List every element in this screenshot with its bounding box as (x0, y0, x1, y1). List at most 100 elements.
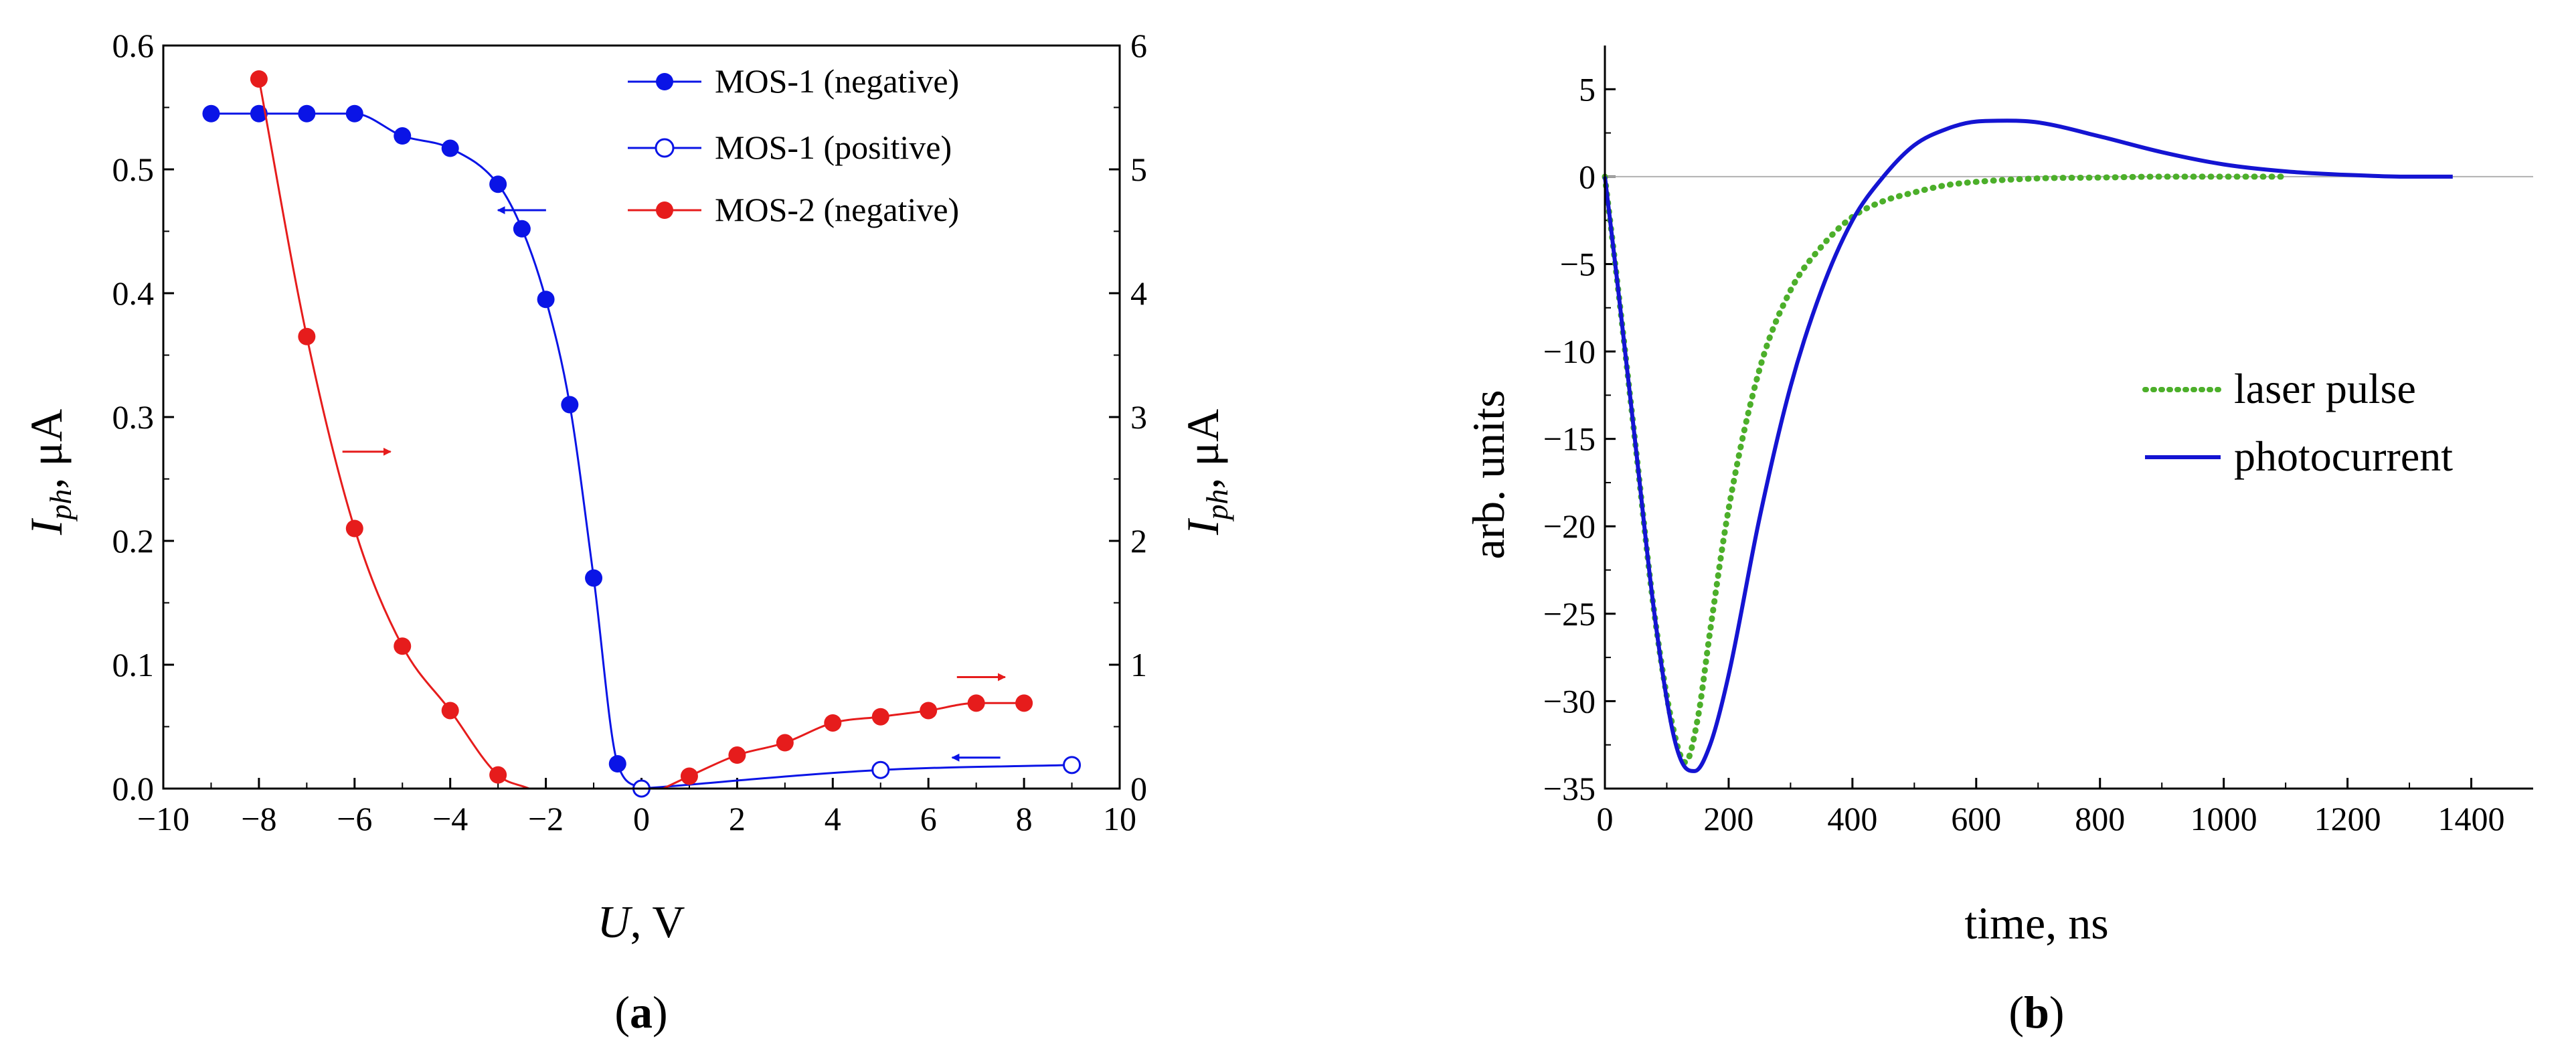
y-tick-label: −10 (1543, 333, 1596, 370)
panel-b: 0 200 400 600 800 1000 1200 1400 −35 −30 −25 −20 −15… (1463, 46, 2533, 1038)
x-tick-label: −2 (528, 800, 564, 837)
panel-a-arrows (342, 206, 1006, 762)
y-right-tick-label: 1 (1130, 646, 1147, 683)
data-point (489, 766, 507, 784)
data-point (513, 220, 531, 238)
x-tick-label: 1200 (2314, 800, 2381, 837)
series-line (258, 78, 530, 790)
x-tick-label: 600 (1951, 800, 2001, 837)
panel-a-frame (162, 44, 1121, 790)
data-point (608, 755, 626, 773)
x-tick-label: 2 (729, 800, 746, 837)
panel-a: −10 −8 −6 −4 −2 0 2 4 6 8 10 0.0 0.1 0.2 0.3 0.4 0.5 0.6 0… (21, 27, 1234, 1038)
legend-label: photocurrent (2234, 432, 2453, 480)
y-tick-label: 0 (1579, 158, 1596, 195)
data-point (298, 327, 316, 345)
legend-marker-filled-red (656, 201, 673, 219)
y-left-tick-label: 0.1 (112, 646, 155, 683)
panel-b-caption: (b) (2008, 987, 2064, 1038)
x-tick-label: −4 (432, 800, 468, 837)
x-tick-label: 4 (825, 800, 841, 837)
y-right-tick-label: 0 (1130, 770, 1147, 807)
x-tick-label: 1400 (2438, 800, 2505, 837)
panel-b-legend: laser pulse photocurrent (2142, 365, 2453, 480)
y-tick-label: −5 (1560, 245, 1596, 282)
data-point (345, 104, 363, 123)
data-point (561, 396, 579, 414)
x-tick-label: 200 (1703, 800, 1753, 837)
y-left-tick-label: 0.3 (112, 398, 155, 436)
legend-entry-laser-pulse: laser pulse (2142, 365, 2416, 412)
x-tick-label: 8 (1016, 800, 1033, 837)
y-tick-label: −30 (1543, 682, 1596, 720)
data-point (441, 702, 459, 720)
series-laser-pulse (1602, 173, 2289, 766)
y-right-tick-label: 3 (1130, 398, 1147, 436)
legend-entry-mos2-negative: MOS-2 (negative) (628, 191, 959, 228)
data-point (920, 702, 938, 720)
y-right-tick-label: 6 (1130, 27, 1147, 64)
legend-label: MOS-2 (negative) (715, 191, 959, 228)
legend-marker-open-blue (655, 138, 675, 158)
data-point (202, 104, 220, 123)
data-point (776, 734, 794, 752)
legend-marker-filled-blue (656, 73, 673, 90)
series-mos-1-negative (202, 104, 651, 797)
y-left-tick-label: 0.2 (112, 522, 155, 560)
panel-a-left-y-label: Iph, μA (21, 409, 78, 536)
data-point (394, 127, 412, 145)
data-point (489, 175, 507, 193)
data-point (441, 139, 459, 157)
y-right-tick-label: 4 (1130, 274, 1147, 312)
legend-entry-mos1-positive: MOS-1 (positive) (628, 129, 952, 166)
y-right-tick-label: 5 (1130, 151, 1147, 188)
legend-label: MOS-1 (positive) (715, 129, 952, 166)
data-point (1015, 694, 1033, 712)
panel-a-x-label: U, V (598, 896, 685, 947)
y-tick-label: −20 (1543, 507, 1596, 545)
x-tick-label: 0 (633, 800, 650, 837)
series-line (211, 112, 642, 790)
series-line (663, 702, 1025, 790)
series-mos-1-positive (632, 756, 1082, 798)
series-mos-2-negative (250, 70, 1033, 790)
data-point (967, 694, 985, 712)
legend-label: MOS-1 (negative) (715, 62, 959, 100)
y-left-tick-label: 0.4 (112, 274, 155, 312)
x-tick-label: 10 (1103, 800, 1136, 837)
panel-a-caption: (a) (614, 987, 667, 1038)
x-tick-label: −8 (241, 800, 276, 837)
data-point (345, 519, 363, 538)
y-tick-label: −25 (1543, 595, 1596, 633)
x-tick-label: −6 (337, 800, 372, 837)
y-tick-label: −35 (1543, 770, 1596, 807)
data-point (871, 760, 890, 779)
panel-b-y-label: arb. units (1463, 390, 1514, 559)
x-tick-label: 0 (1597, 800, 1614, 837)
y-left-tick-label: 0.6 (112, 27, 155, 64)
y-left-tick-label: 0.5 (112, 151, 155, 188)
panel-a-series (202, 70, 1082, 798)
legend-label: laser pulse (2234, 365, 2416, 412)
panel-b-axes (1604, 46, 2533, 790)
x-tick-label: 6 (920, 800, 937, 837)
y-left-tick-label: 0.0 (112, 770, 155, 807)
data-point (250, 104, 268, 123)
panel-b-x-label: time, ns (1964, 898, 2108, 949)
data-point (680, 767, 698, 785)
panel-a-right-y-label: Iph, μA (1177, 409, 1234, 536)
data-point (298, 104, 316, 123)
series-photocurrent (1603, 118, 2453, 773)
panel-a-legend: MOS-1 (negative) MOS-1 (positive) MOS-2 … (628, 62, 959, 228)
data-point (537, 291, 555, 309)
legend-entry-mos1-negative: MOS-1 (negative) (628, 62, 959, 100)
data-point (585, 569, 603, 587)
legend-entry-photocurrent: photocurrent (2145, 432, 2453, 480)
data-point (871, 708, 889, 726)
data-point (1063, 756, 1082, 775)
data-point (394, 637, 412, 655)
x-tick-label: −10 (137, 800, 189, 837)
data-point (250, 70, 268, 88)
panel-b-series (1602, 118, 2453, 773)
